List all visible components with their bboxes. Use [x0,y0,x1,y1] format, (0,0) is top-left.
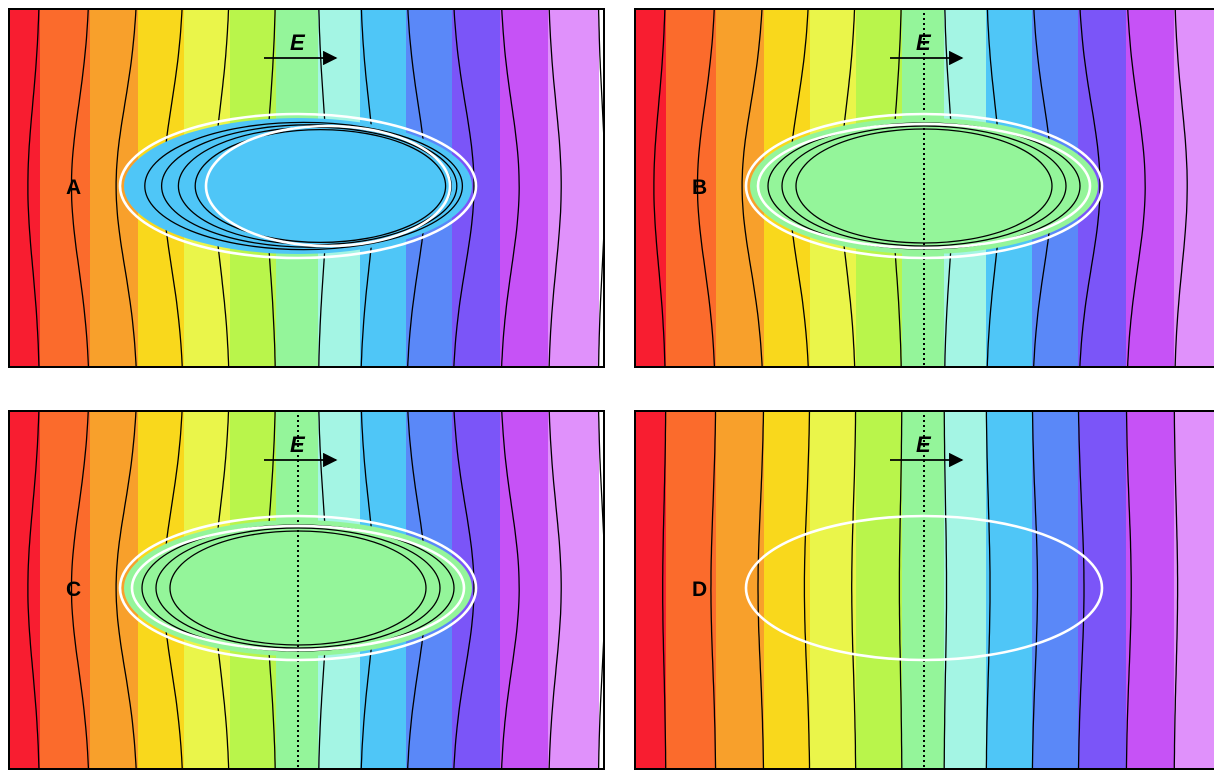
inner-ellipse [204,124,452,248]
field-line [653,8,666,368]
color-band [1032,410,1079,770]
field-line [662,410,667,770]
field-line [453,410,475,770]
field-line [70,410,90,770]
panel-label: C [66,578,81,601]
color-band [548,8,599,368]
panel-border [634,8,1214,368]
ellipse-outline [744,112,1104,260]
field-line [500,8,520,368]
field-line [1126,8,1146,368]
field-line [1079,8,1101,368]
color-band [716,410,765,770]
color-band [986,410,1033,770]
field-line [70,8,90,368]
field-line [803,410,811,770]
field-line [27,410,40,770]
field-line [597,8,605,368]
panel-b: EB [634,8,1214,368]
color-band [1174,410,1214,770]
color-band [548,410,599,770]
inner-contour [781,125,1067,247]
field-line [1077,410,1085,770]
ellipse-outline [118,514,478,662]
ellipse-interior [124,118,472,254]
field-line [741,8,763,368]
panel-a: EA [8,8,605,368]
color-band [634,410,667,770]
color-band [666,8,717,368]
color-band [500,410,549,770]
color-band [666,410,717,770]
color-band [1126,410,1175,770]
inner-contour [194,128,447,244]
field-label: E [916,432,932,457]
field-line [1125,410,1132,770]
inner-contour [155,527,441,649]
field-label: E [290,30,306,55]
field-line [985,410,991,770]
panel-label: B [692,176,707,199]
field-line [898,410,903,770]
ellipse-outline [744,514,1104,662]
ellipse-interior [124,520,472,656]
panel-border [8,410,605,770]
inner-ellipse [756,122,1092,250]
panel-c: EC [8,410,605,770]
color-band [40,410,91,770]
field-line [548,410,562,770]
color-band [40,8,91,368]
panel-d: ED [634,410,1214,770]
field-line [696,8,716,368]
field-label: E [916,30,932,55]
field-line [1174,8,1188,368]
inner-contour [144,121,464,251]
field-line [943,410,948,770]
ellipse-interior [750,118,1098,254]
inner-ellipse [130,524,466,652]
color-band [1174,8,1214,368]
field-line [597,410,605,770]
ellipse-outline [118,112,478,260]
field-line [115,410,137,770]
color-band [500,8,549,368]
color-band [810,410,857,770]
field-line [1173,410,1179,770]
panel-label: A [66,176,81,199]
field-line [548,8,562,368]
color-band [856,410,903,770]
field-line [851,410,857,770]
field-line [710,410,717,770]
field-line [757,410,765,770]
panel-border [8,8,605,368]
field-line [27,8,40,368]
field-line [500,410,520,770]
field-line [115,8,137,368]
panel-label: D [692,578,707,601]
field-line [1031,410,1039,770]
inner-contour [160,124,458,248]
field-label: E [290,432,306,457]
color-band [1126,8,1175,368]
color-band [764,410,811,770]
panel-border [634,410,1214,770]
color-band [944,410,987,770]
field-line [453,8,475,368]
